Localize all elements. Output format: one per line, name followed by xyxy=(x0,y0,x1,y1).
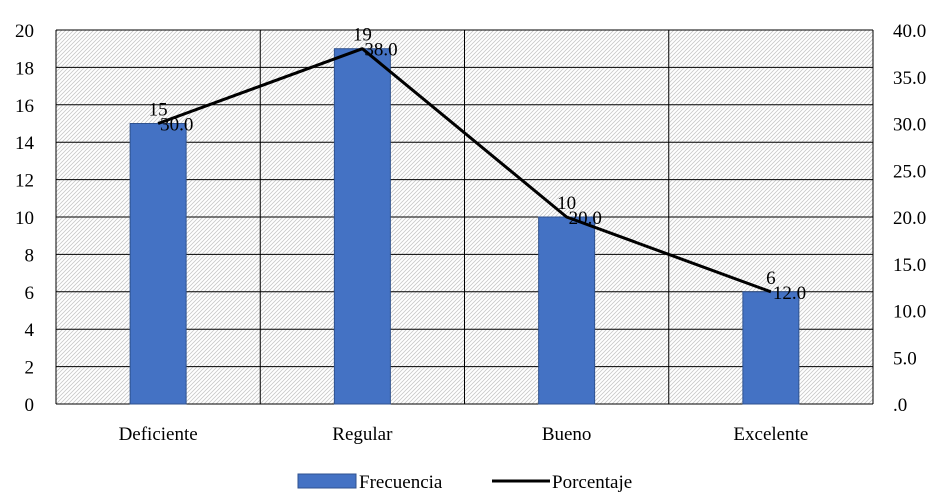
bar-data-label: 6 xyxy=(766,268,776,289)
bar-excelente xyxy=(742,291,800,405)
bar-data-label: 19 xyxy=(353,25,372,46)
y2-tick-label: 20.0 xyxy=(893,208,926,229)
bar-data-label: 15 xyxy=(149,100,168,121)
legend-label-porcentaje: Porcentaje xyxy=(552,472,632,492)
y-tick-label: 18 xyxy=(15,58,34,79)
legend: Frecuencia Porcentaje xyxy=(297,472,632,493)
y2-tick-label: 10.0 xyxy=(893,302,926,323)
y-tick-label: 0 xyxy=(25,395,35,416)
y2-tick-label: 35.0 xyxy=(893,68,926,89)
y2-tick-label: 30.0 xyxy=(893,115,926,136)
y2-tick-label: 5.0 xyxy=(893,348,917,369)
bar-deficiente xyxy=(129,123,187,405)
y2-tick-label: 25.0 xyxy=(893,161,926,182)
y-tick-label: 14 xyxy=(15,133,35,154)
y-tick-label: 16 xyxy=(15,96,34,117)
y2-tick-label: 40.0 xyxy=(893,21,926,42)
line-data-label: 20.0 xyxy=(569,208,602,229)
y-tick-label: 10 xyxy=(15,208,34,229)
bar-data-label: 10 xyxy=(557,193,576,214)
y-tick-label: 6 xyxy=(25,283,35,304)
line-data-label: 30.0 xyxy=(160,115,193,136)
y2-tick-label: 15.0 xyxy=(893,255,926,276)
legend-swatch-frecuencia xyxy=(297,473,357,489)
x-tick-label: Bueno xyxy=(542,424,592,445)
x-tick-label: Deficiente xyxy=(119,424,198,445)
bar-bueno xyxy=(538,216,596,405)
y-tick-label: 20 xyxy=(15,21,34,42)
x-tick-label: Regular xyxy=(332,424,393,445)
legend-label-frecuencia: Frecuencia xyxy=(359,472,443,492)
y-tick-label: 4 xyxy=(25,320,35,341)
y-tick-label: 12 xyxy=(15,171,34,192)
line-data-label: 12.0 xyxy=(773,283,806,304)
line-data-label: 38.0 xyxy=(364,40,397,61)
bar-regular xyxy=(333,48,391,405)
x-tick-label: Excelente xyxy=(733,424,808,445)
y2-tick-label: .0 xyxy=(893,395,907,416)
y-tick-label: 8 xyxy=(25,245,35,266)
line-porcentaje xyxy=(157,47,772,294)
y-tick-label: 2 xyxy=(25,358,35,379)
